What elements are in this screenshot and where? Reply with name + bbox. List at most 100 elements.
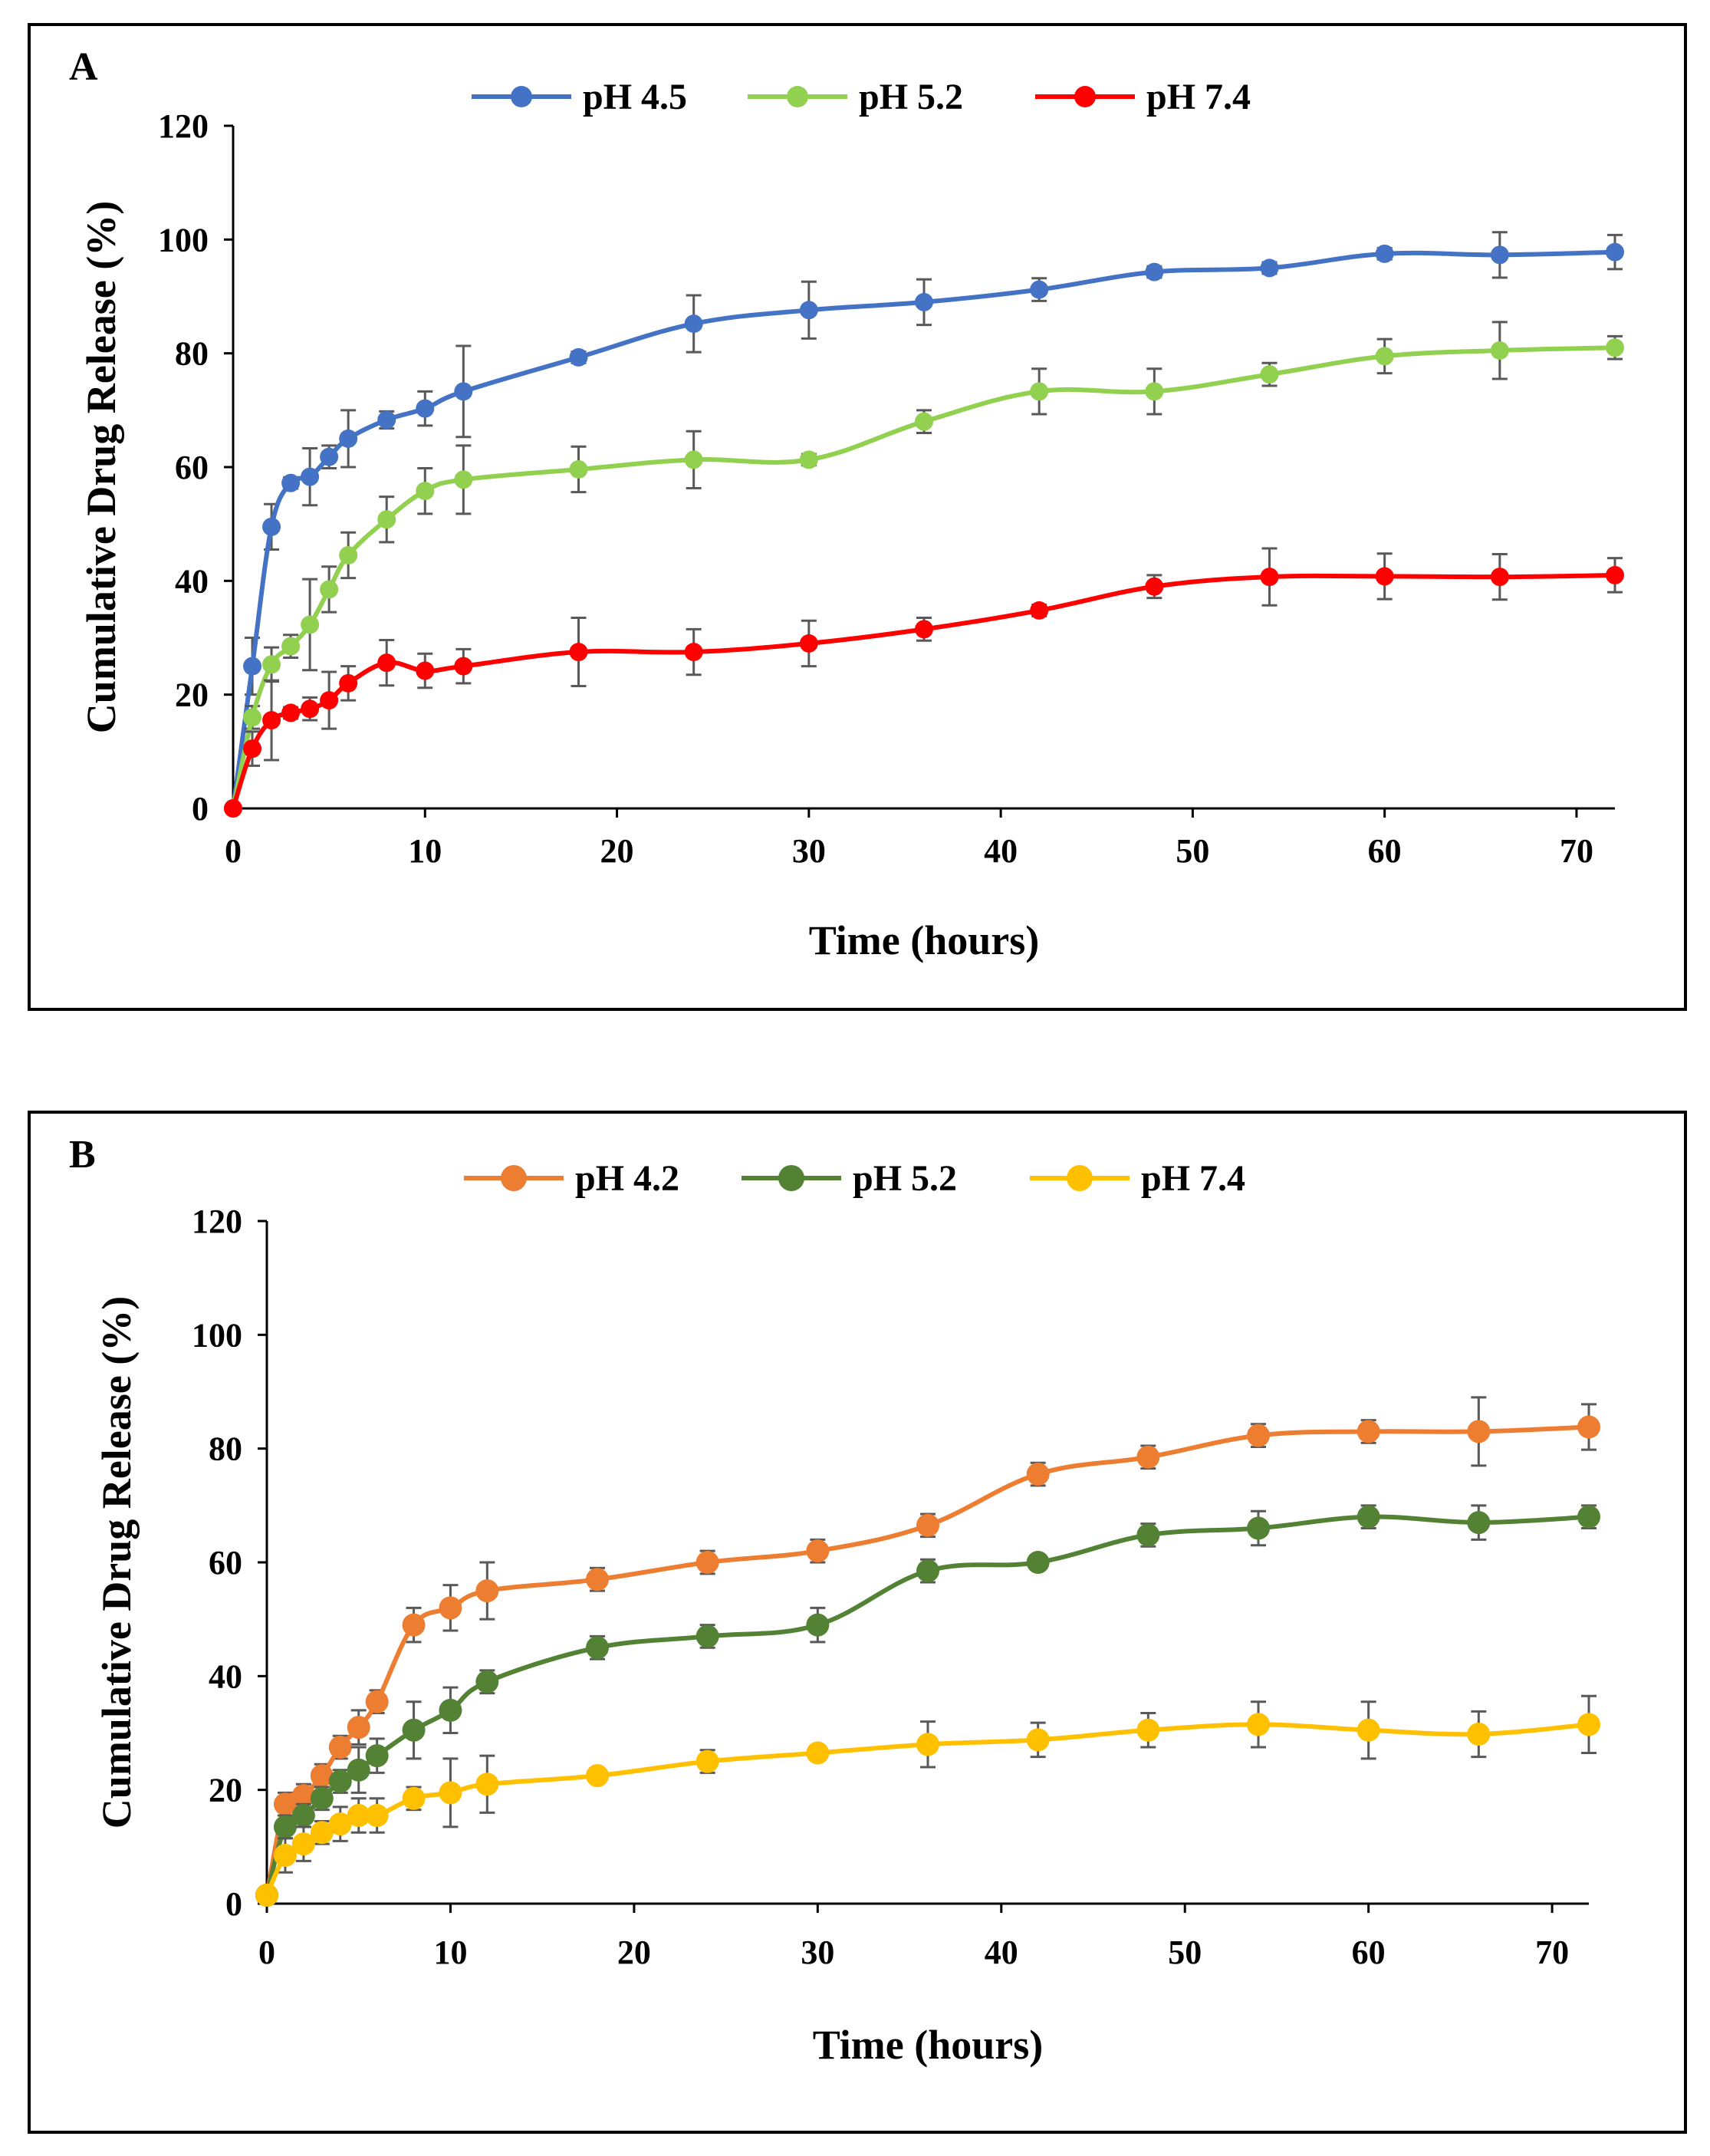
data-point xyxy=(328,1736,352,1759)
chart-panel-a: A 0 20 40 60 80 100 120 0 10 20 30 40 50 60 70 Time (ho… xyxy=(28,23,1687,1011)
data-point xyxy=(310,1821,334,1845)
data-point xyxy=(1145,382,1164,401)
data-point xyxy=(806,1741,830,1765)
data-point xyxy=(1145,262,1164,281)
data-point xyxy=(1467,1722,1491,1746)
data-point xyxy=(1375,244,1394,263)
legend-entry: pH 4.5 xyxy=(472,77,687,117)
data-point xyxy=(416,399,435,418)
data-point xyxy=(339,429,358,448)
data-point xyxy=(475,1670,499,1694)
data-point xyxy=(569,347,588,367)
series-3 xyxy=(255,1694,1600,1907)
data-point xyxy=(301,615,320,634)
data-point xyxy=(439,1596,462,1620)
data-point xyxy=(1247,1713,1270,1736)
data-point xyxy=(1606,338,1624,357)
legend-label: pH 5.2 xyxy=(853,1158,957,1199)
series-line xyxy=(231,572,1616,809)
data-point xyxy=(1260,365,1279,384)
data-point xyxy=(1030,382,1049,401)
panel-label-b: B xyxy=(69,1133,96,1177)
x-tick-label: 70 xyxy=(1535,1934,1569,1971)
data-point xyxy=(1606,242,1624,262)
series-line xyxy=(265,1424,1590,1896)
data-point xyxy=(1145,577,1164,596)
data-point xyxy=(328,1769,352,1793)
legend-entry: pH 4.2 xyxy=(464,1158,679,1199)
data-point xyxy=(1247,1424,1270,1447)
y-tick-label: 120 xyxy=(192,1203,242,1240)
series-line xyxy=(231,345,1616,809)
data-point xyxy=(915,292,933,311)
data-point xyxy=(339,673,358,693)
data-point xyxy=(586,1636,609,1660)
x-tick-label: 0 xyxy=(258,1934,275,1971)
x-tick-label: 10 xyxy=(433,1934,467,1971)
data-point xyxy=(916,1513,939,1537)
y-tick-label: 100 xyxy=(192,1316,242,1354)
data-point xyxy=(301,467,320,486)
data-point xyxy=(696,1624,719,1648)
data-point xyxy=(1260,568,1279,587)
data-point xyxy=(586,1568,609,1591)
legend-entry: pH 5.2 xyxy=(742,1158,957,1199)
y-tick-label: 20 xyxy=(209,1772,242,1809)
x-tick-label: 40 xyxy=(984,832,1018,870)
data-point xyxy=(696,1749,719,1773)
data-point xyxy=(243,739,262,759)
data-point xyxy=(262,655,281,674)
data-point xyxy=(454,382,473,401)
x-tick-label: 0 xyxy=(225,832,242,870)
data-point xyxy=(475,1773,499,1796)
data-point xyxy=(347,1804,370,1828)
legend-label: pH 5.2 xyxy=(859,77,963,117)
x-axis-label: Time (hours) xyxy=(809,917,1040,963)
legend-marker xyxy=(511,86,532,107)
legend-label: pH 4.5 xyxy=(583,77,687,117)
legend-entry: pH 7.4 xyxy=(1035,77,1251,117)
data-point xyxy=(416,661,435,680)
data-point xyxy=(402,1613,426,1637)
data-point xyxy=(301,699,320,719)
data-point xyxy=(1606,565,1624,584)
legend-label: pH 7.4 xyxy=(1146,77,1251,117)
data-point xyxy=(416,482,435,501)
data-point xyxy=(1026,1728,1050,1752)
x-axis-label: Time (hours) xyxy=(813,2022,1044,2068)
data-point xyxy=(1136,1445,1160,1469)
data-point xyxy=(915,620,933,639)
data-point xyxy=(1026,1463,1050,1486)
data-point xyxy=(439,1698,462,1722)
data-point xyxy=(339,545,358,565)
x-tick-label: 20 xyxy=(617,1934,651,1971)
y-tick-label: 0 xyxy=(225,1885,242,1923)
data-point xyxy=(402,1718,426,1742)
data-point xyxy=(1577,1505,1600,1529)
series-3 xyxy=(224,547,1624,818)
data-point xyxy=(915,412,933,431)
data-point xyxy=(243,657,262,676)
data-point xyxy=(1467,1420,1491,1443)
data-point xyxy=(262,517,281,536)
data-point xyxy=(281,473,301,492)
data-point xyxy=(1490,341,1509,360)
data-point xyxy=(377,410,396,430)
data-point xyxy=(291,1784,315,1808)
series-line xyxy=(231,249,1616,809)
data-point xyxy=(291,1832,315,1856)
data-point xyxy=(310,1764,334,1788)
data-point xyxy=(454,657,473,676)
data-point xyxy=(1490,245,1509,265)
x-tick-label: 60 xyxy=(1368,832,1402,870)
x-tick-label: 10 xyxy=(408,832,442,870)
chart-a: 0 20 40 60 80 100 120 0 10 20 30 40 50 60 70 Time (hour… xyxy=(78,77,1624,963)
data-point xyxy=(365,1690,389,1713)
y-tick-label: 60 xyxy=(175,449,209,486)
data-point xyxy=(1356,1718,1380,1742)
data-point xyxy=(365,1744,389,1768)
data-point xyxy=(1136,1523,1160,1547)
legend-entry: pH 5.2 xyxy=(748,77,963,117)
data-point xyxy=(224,799,242,818)
x-tick-label: 60 xyxy=(1352,1934,1386,1971)
